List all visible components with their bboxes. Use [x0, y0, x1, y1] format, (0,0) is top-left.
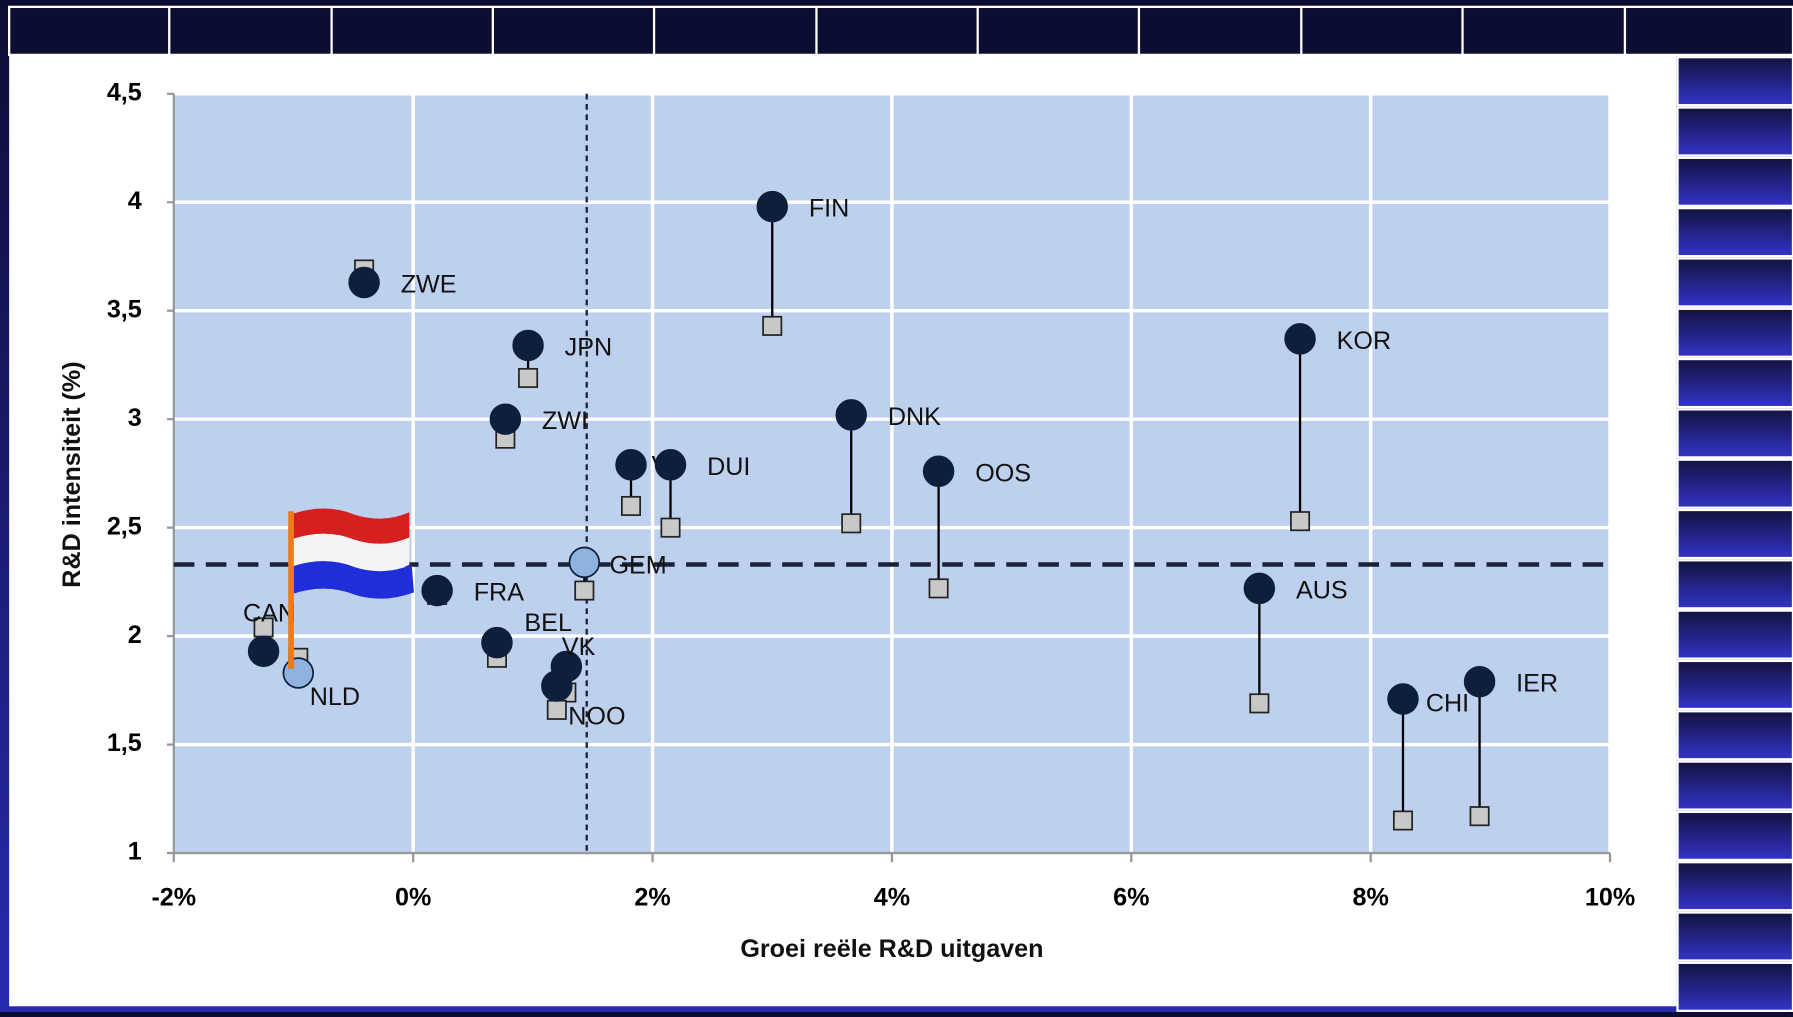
y-tick-label: 2	[128, 621, 142, 649]
square-marker	[621, 495, 642, 516]
side-cell	[1676, 861, 1793, 912]
circle-marker	[568, 546, 601, 579]
side-cell	[1676, 156, 1793, 207]
side-cell	[1676, 408, 1793, 459]
side-column	[1676, 56, 1793, 1012]
point-label: BEL	[524, 609, 572, 637]
point-label: KOR	[1337, 327, 1391, 355]
square-marker	[574, 580, 595, 601]
nld-flag	[288, 508, 414, 669]
x-tick-label: 4%	[874, 883, 910, 911]
point-label: GEM	[609, 552, 666, 580]
top-bar	[8, 5, 1793, 57]
circle-marker	[1387, 683, 1419, 715]
x-tick-label: 8%	[1352, 883, 1388, 911]
x-tick-label: 6%	[1113, 883, 1149, 911]
y-tick-label: 4,5	[107, 78, 142, 106]
circle-marker	[922, 455, 955, 487]
side-cell	[1676, 760, 1793, 811]
side-cell	[1676, 710, 1793, 761]
y-axis-title: R&D intensiteit (%)	[58, 361, 86, 587]
y-tick-label: 3	[128, 404, 142, 432]
y-tick-label: 1,5	[107, 729, 142, 757]
square-marker	[1290, 511, 1311, 532]
side-cell	[1676, 609, 1793, 660]
circle-marker	[348, 266, 380, 299]
side-cell	[1676, 810, 1793, 862]
circle-marker	[1243, 572, 1276, 605]
square-marker	[762, 315, 783, 336]
x-tick-label: 10%	[1585, 883, 1635, 911]
point-label: IER	[1516, 670, 1558, 698]
side-cell	[1676, 508, 1793, 560]
x-tick-label: -2%	[151, 883, 196, 911]
side-cell	[1676, 559, 1793, 610]
square-marker	[1392, 810, 1413, 831]
point-label: CHI	[1426, 689, 1469, 717]
square-marker	[546, 699, 567, 720]
point-label: NOO	[568, 703, 625, 731]
point-label: FIN	[809, 195, 850, 223]
x-tick-label: 2%	[634, 883, 670, 911]
point-label: FRA	[474, 579, 525, 607]
circle-marker	[654, 449, 687, 481]
y-tick-label: 4	[128, 187, 142, 215]
y-tick-label: 1	[128, 838, 142, 866]
point-label: AUS	[1296, 576, 1348, 604]
point-label: CAN	[243, 599, 296, 627]
side-cell	[1676, 961, 1793, 1012]
square-marker	[1469, 806, 1490, 827]
square-marker	[1249, 693, 1270, 714]
side-cell	[1676, 458, 1793, 509]
side-cell	[1676, 659, 1793, 711]
circle-marker	[512, 329, 544, 362]
circle-marker	[481, 626, 513, 659]
point-label: DNK	[888, 403, 941, 431]
square-marker	[841, 513, 862, 534]
marks: ZWEJPNZWIVSDUIFINDNKOOSKORAUSCHIIERGEMFR…	[243, 190, 1558, 831]
side-cell	[1676, 357, 1793, 409]
point-label: DUI	[707, 453, 750, 481]
side-cell	[1676, 206, 1793, 258]
point-label: VK	[562, 633, 596, 661]
point-label: NLD	[310, 683, 360, 711]
circle-marker	[1284, 323, 1316, 355]
circle-marker	[756, 190, 788, 223]
circle-marker	[615, 449, 647, 481]
point-label: ZWE	[401, 271, 457, 299]
circle-marker	[282, 657, 315, 689]
circle-marker	[489, 403, 522, 435]
x-tick-label: 0%	[395, 883, 431, 911]
circle-marker	[1463, 665, 1496, 698]
side-cell	[1676, 106, 1793, 157]
y-tick-label: 3,5	[107, 295, 142, 323]
side-cell	[1676, 911, 1793, 962]
point-label: OOS	[975, 459, 1031, 487]
side-cell	[1676, 56, 1793, 107]
circle-marker	[835, 399, 867, 431]
circle-marker	[247, 635, 280, 668]
point-label: JPN	[565, 333, 613, 361]
side-cell	[1676, 257, 1793, 308]
square-marker	[928, 578, 949, 599]
side-cell	[1676, 307, 1793, 358]
square-marker	[518, 367, 539, 388]
grid: 1 1,5 2 2,5 3 3,5 4 4,5 -2% 0% 2% 4% 6% 8% 10%	[107, 78, 1635, 911]
x-axis-title: Groei reële R&D uitgaven	[740, 935, 1043, 963]
point-label: ZWI	[542, 407, 588, 435]
y-tick-label: 2,5	[107, 512, 142, 540]
square-marker	[660, 517, 681, 538]
circle-marker	[421, 574, 453, 607]
circle-marker	[541, 670, 573, 702]
